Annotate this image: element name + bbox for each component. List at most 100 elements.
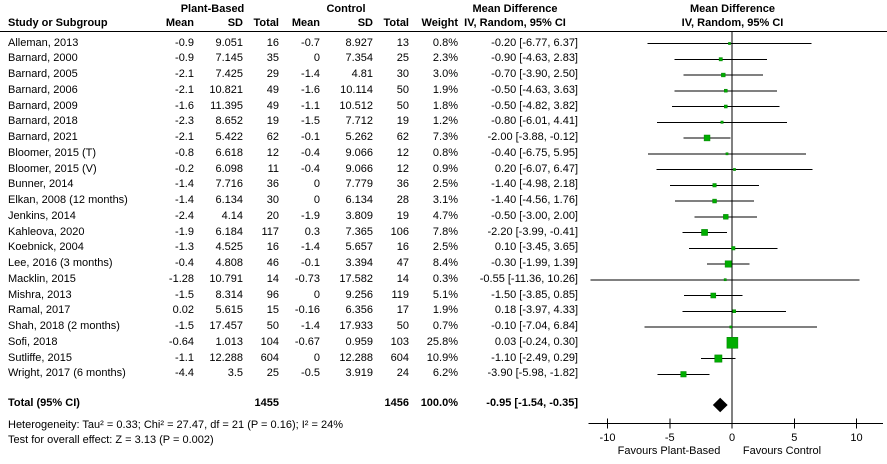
cell-mean1: -1.1 bbox=[175, 351, 194, 364]
cell-mean2: -0.67 bbox=[294, 335, 320, 348]
cell-ci: -2.20 [-3.99, -0.41] bbox=[487, 225, 579, 238]
cell-mean2: -0.4 bbox=[301, 146, 320, 159]
cell-name: Bloomer, 2015 (V) bbox=[8, 162, 97, 175]
cell-sd2: 9.256 bbox=[345, 288, 373, 301]
cell-n1: 117 bbox=[261, 225, 279, 238]
cell-sd1: 6.184 bbox=[215, 225, 243, 238]
cell-n2: 62 bbox=[396, 131, 409, 144]
cell-n2: 47 bbox=[396, 257, 409, 270]
table-row: Barnard, 2018 -2.3 8.652 19 -1.5 7.712 19 1.2% -… bbox=[0, 114, 887, 130]
cell-n1: 96 bbox=[266, 288, 279, 301]
cell-mean1: -0.2 bbox=[175, 162, 194, 175]
cell-sd2: 10.114 bbox=[340, 83, 373, 96]
header-md-subtitle-plot: IV, Random, 95% CI bbox=[681, 17, 784, 29]
cell-mean1: -0.8 bbox=[175, 146, 194, 159]
cell-ci: -1.50 [-3.85, 0.85] bbox=[491, 288, 578, 301]
cell-sd2: 9.066 bbox=[345, 146, 373, 159]
table-row: Macklin, 2015 -1.28 10.791 14 -0.73 17.582 14 0… bbox=[0, 272, 887, 288]
cell-sd1: 8.652 bbox=[215, 115, 243, 128]
cell-sd1: 7.145 bbox=[215, 52, 243, 65]
cell-ci: -1.40 [-4.98, 2.18] bbox=[491, 178, 578, 191]
axis-tick-label: 5 bbox=[791, 432, 797, 444]
study-table: Alleman, 2013 -0.9 9.051 16 -0.7 8.927 13 0.8% -… bbox=[0, 36, 887, 383]
cell-weight: 2.5% bbox=[432, 178, 458, 191]
cell-mean1: -0.9 bbox=[175, 36, 194, 49]
table-row: Sofi, 2018 -0.64 1.013 104 -0.67 0.959 103 25.8… bbox=[0, 335, 887, 351]
cell-sd2: 7.712 bbox=[345, 115, 373, 128]
cell-name: Barnard, 2006 bbox=[8, 83, 78, 96]
cell-n1: 604 bbox=[260, 351, 279, 364]
cell-name: Bunner, 2014 bbox=[8, 178, 74, 191]
cell-mean2: -0.16 bbox=[294, 304, 320, 317]
cell-sd1: 10.821 bbox=[209, 83, 243, 96]
cell-n1: 49 bbox=[266, 83, 279, 96]
cell-n1: 104 bbox=[260, 335, 279, 348]
cell-weight: 7.3% bbox=[432, 131, 458, 144]
cell-sd1: 12.288 bbox=[209, 351, 243, 364]
cell-sd2: 6.356 bbox=[345, 304, 373, 317]
cell-ci: -1.10 [-2.49, 0.29] bbox=[491, 351, 578, 364]
cell-n2: 19 bbox=[396, 209, 409, 222]
cell-mean1: -0.9 bbox=[175, 52, 194, 65]
cell-ci: -0.80 [-6.01, 4.41] bbox=[491, 115, 578, 128]
cell-weight: 1.2% bbox=[432, 115, 458, 128]
cell-mean2: 0 bbox=[313, 178, 320, 191]
cell-weight: 4.7% bbox=[432, 209, 458, 222]
cell-mean2: -1.6 bbox=[301, 83, 320, 96]
cell-name: Sofi, 2018 bbox=[8, 335, 58, 348]
cell-ci: -0.10 [-7.04, 6.84] bbox=[491, 320, 578, 333]
table-row: Bunner, 2014 -1.4 7.716 36 0 7.779 36 2.5% -1.40… bbox=[0, 177, 887, 193]
cell-mean2: 0 bbox=[313, 288, 320, 301]
overall-effect-note: Test for overall effect: Z = 3.13 (P = 0… bbox=[8, 434, 214, 446]
cell-n2: 17 bbox=[396, 304, 409, 317]
cell-ci: -0.20 [-6.77, 6.37] bbox=[491, 36, 578, 49]
table-row: Shah, 2018 (2 months) -1.5 17.457 50 -1.4 17.… bbox=[0, 319, 887, 335]
cell-ci: -0.90 [-4.63, 2.83] bbox=[491, 52, 578, 65]
header-sd-2: SD bbox=[357, 17, 373, 29]
cell-sd2: 3.919 bbox=[345, 367, 373, 380]
cell-n2: 103 bbox=[390, 335, 409, 348]
cell-ci: -0.50 [-3.00, 2.00] bbox=[491, 209, 578, 222]
total-label: Total (95% CI) bbox=[8, 397, 80, 409]
cell-ci: -0.30 [-1.99, 1.39] bbox=[491, 257, 578, 270]
cell-weight: 6.2% bbox=[432, 367, 458, 380]
table-row: Bloomer, 2015 (T) -0.8 6.618 12 -0.4 9.066 12 0… bbox=[0, 146, 887, 162]
favours-left-label: Favours Plant-Based bbox=[618, 445, 721, 457]
cell-sd2: 7.779 bbox=[345, 178, 373, 191]
axis-tick-label: -10 bbox=[600, 432, 616, 444]
cell-n1: 25 bbox=[266, 367, 279, 380]
cell-n2: 604 bbox=[390, 351, 409, 364]
cell-sd2: 5.657 bbox=[345, 241, 373, 254]
cell-sd1: 6.134 bbox=[215, 194, 243, 207]
cell-weight: 5.1% bbox=[432, 288, 458, 301]
cell-n1: 15 bbox=[266, 304, 279, 317]
table-row: Barnard, 2021 -2.1 5.422 62 -0.1 5.262 62 7.3% -… bbox=[0, 130, 887, 146]
cell-name: Koebnick, 2004 bbox=[8, 241, 84, 254]
table-row: Sutliffe, 2015 -1.1 12.288 604 0 12.288 604 10.… bbox=[0, 351, 887, 367]
cell-ci: 0.20 [-6.07, 6.47] bbox=[494, 162, 578, 175]
cell-name: Barnard, 2018 bbox=[8, 115, 78, 128]
cell-mean2: -1.4 bbox=[301, 68, 320, 81]
cell-name: Barnard, 2000 bbox=[8, 52, 78, 65]
cell-n2: 25 bbox=[396, 52, 409, 65]
cell-sd2: 0.959 bbox=[345, 335, 373, 348]
header-md-title-plot: Mean Difference bbox=[690, 3, 775, 15]
cell-n2: 14 bbox=[396, 272, 409, 285]
header-md-subtitle-text: IV, Random, 95% CI bbox=[464, 17, 566, 29]
table-row: Kahleova, 2020 -1.9 6.184 117 0.3 7.365 106 7.8… bbox=[0, 225, 887, 241]
cell-weight: 3.0% bbox=[432, 68, 458, 81]
cell-name: Mishra, 2013 bbox=[8, 288, 72, 301]
axis-tick-label: 0 bbox=[729, 432, 735, 444]
header-group-plant-based: Plant-Based bbox=[180, 3, 245, 15]
cell-sd1: 4.14 bbox=[221, 209, 243, 222]
axis-tick-label: -5 bbox=[665, 432, 675, 444]
cell-sd1: 6.618 bbox=[215, 146, 243, 159]
cell-mean2: -0.1 bbox=[301, 131, 320, 144]
cell-n1: 46 bbox=[266, 257, 279, 270]
cell-mean2: -1.4 bbox=[301, 241, 320, 254]
cell-sd2: 12.288 bbox=[339, 351, 373, 364]
cell-sd1: 8.314 bbox=[215, 288, 243, 301]
cell-name: Barnard, 2021 bbox=[8, 131, 78, 144]
cell-mean1: -1.4 bbox=[175, 178, 194, 191]
